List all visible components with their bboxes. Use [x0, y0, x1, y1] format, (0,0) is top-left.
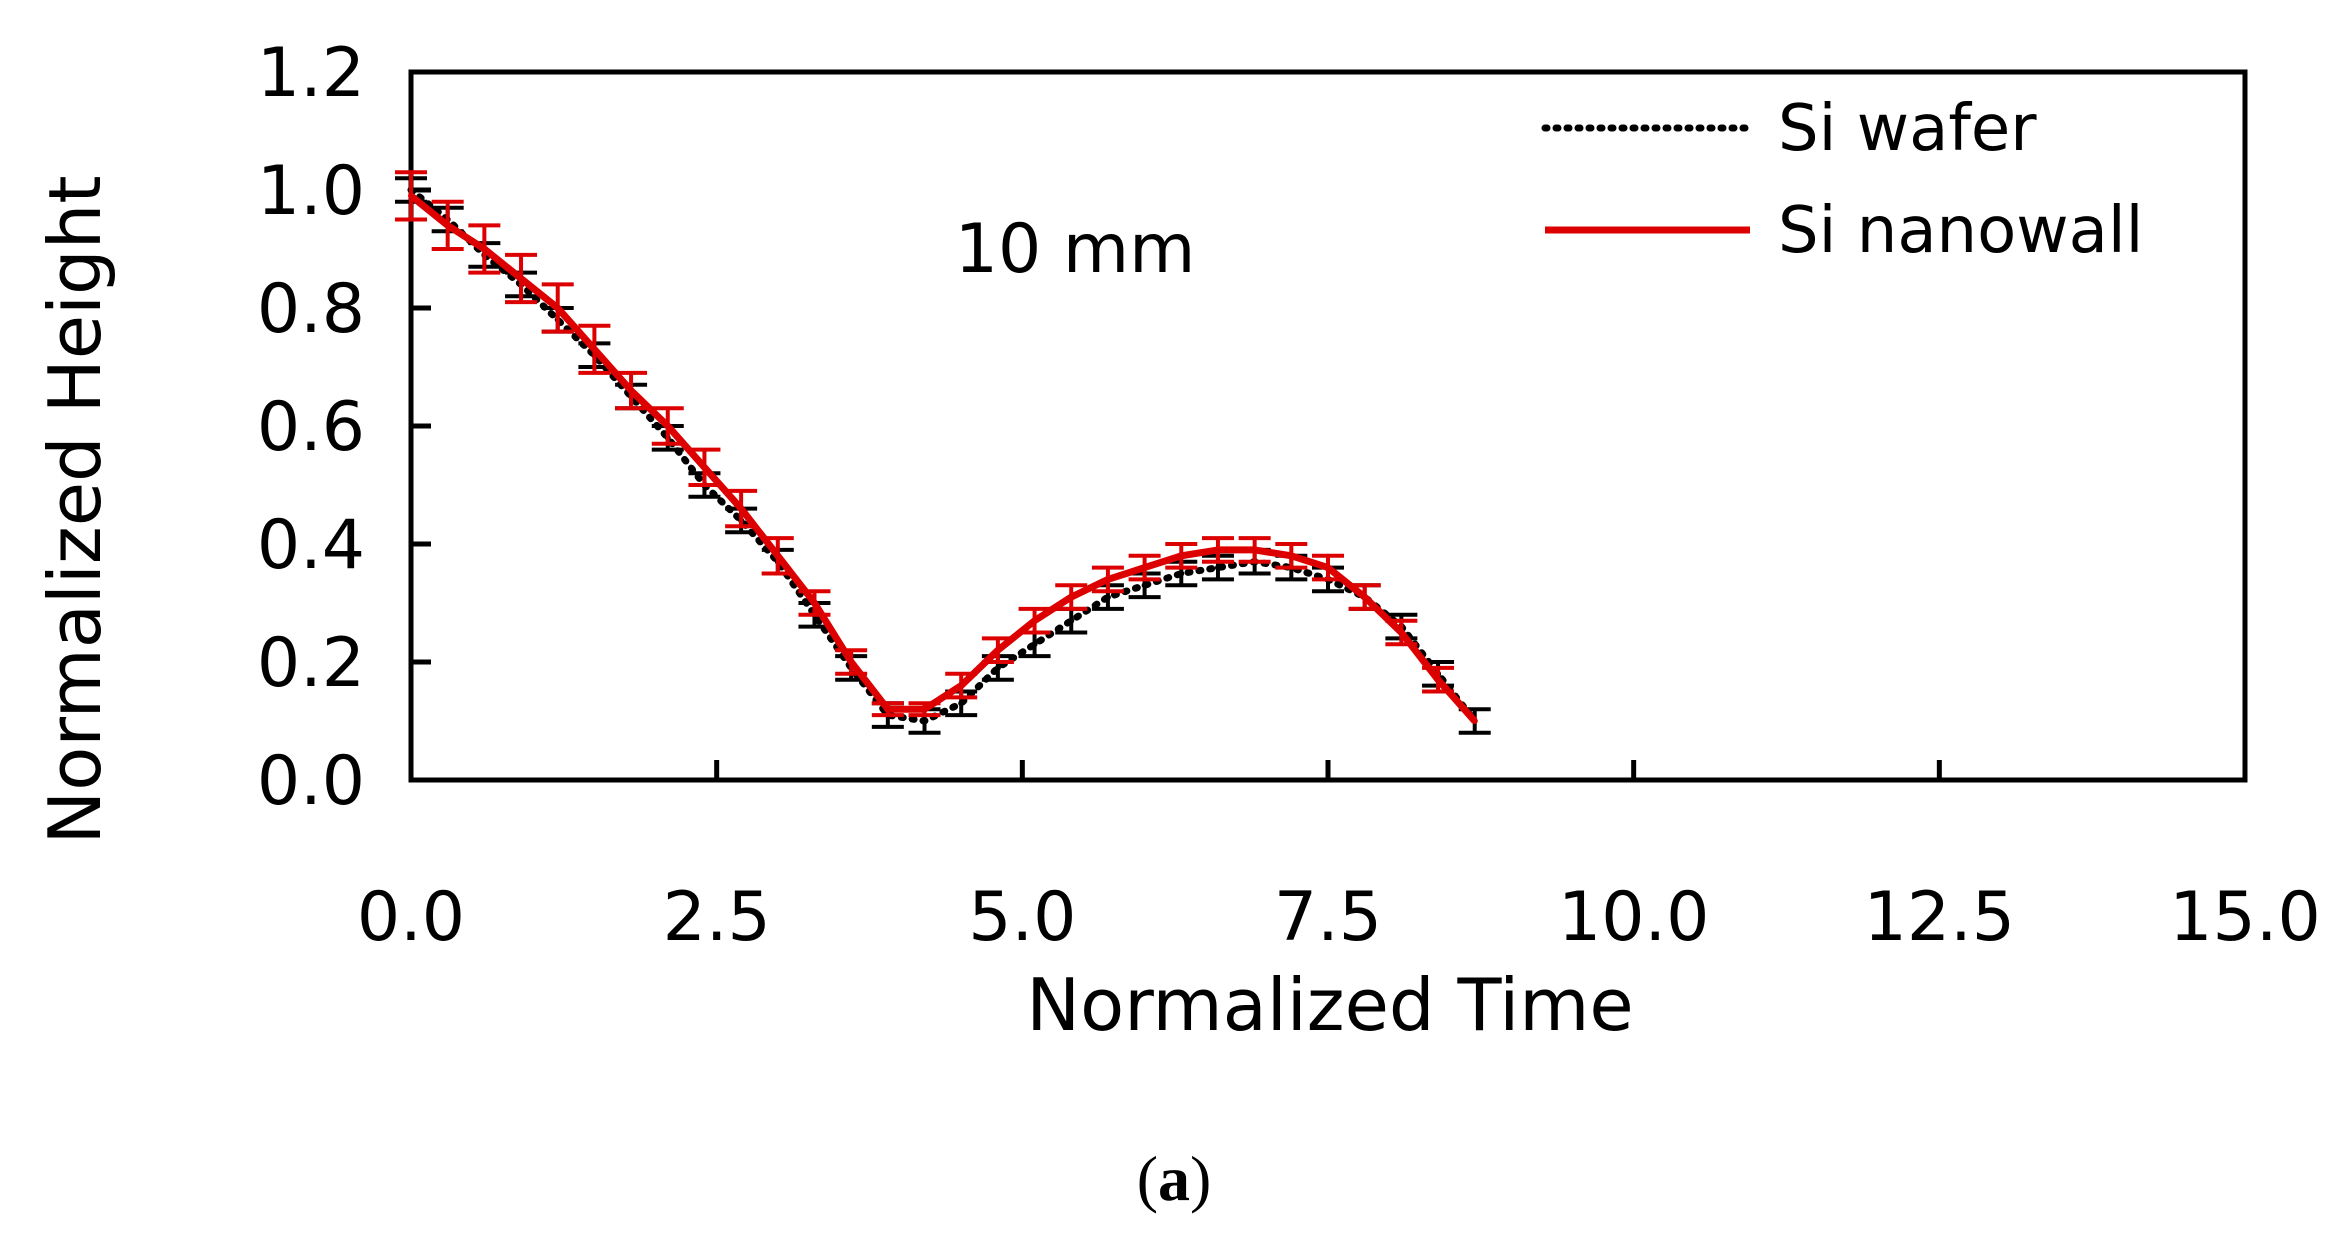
x-tick-label: 7.5: [1274, 878, 1382, 957]
y-axis-title: Normalized Height: [33, 175, 117, 844]
y-tick-label: 0.6: [257, 388, 365, 467]
x-tick-label: 0.0: [357, 878, 465, 957]
axis-ticks: 0.0 2.5 5.0 7.5 10.0 12.5 15.0 0.0 0.2 0.4 0.6 0.8 1…: [257, 34, 2321, 957]
series-si-nanowall: [395, 170, 1478, 724]
x-axis-title: Normalized Time: [1026, 963, 1633, 1047]
x-tick-label: 12.5: [1864, 878, 2015, 957]
x-tick-label: 2.5: [663, 878, 771, 957]
legend: Si wafer Si nanowall: [1541, 92, 2143, 268]
legend-label-si-nanowall: Si nanowall: [1778, 194, 2143, 268]
y-tick-label: 1.2: [257, 34, 365, 113]
y-tick-label: 0.0: [257, 742, 365, 821]
y-tick-label: 0.2: [257, 624, 365, 703]
series-line-si-wafer: [407, 186, 1479, 725]
x-tick-label: 15.0: [2169, 878, 2320, 957]
series-si-wafer: [395, 176, 1491, 735]
y-tick-label: 0.8: [257, 270, 365, 349]
figure-caption: (a): [1137, 1143, 1212, 1214]
series-group: [395, 170, 1491, 735]
plot-area: [408, 69, 2248, 783]
series-line-si-nanowall: [408, 193, 1478, 724]
y-tick-label: 1.0: [257, 152, 365, 231]
x-tick-label: 10.0: [1558, 878, 1709, 957]
x-tick-label: 5.0: [968, 878, 1076, 957]
plot-frame: [408, 69, 2248, 783]
y-tick-label: 0.4: [257, 506, 365, 585]
legend-label-si-wafer: Si wafer: [1778, 92, 2037, 166]
figure-caption-letter: a: [1158, 1143, 1190, 1214]
chart-annotation: 10 mm: [955, 210, 1196, 289]
